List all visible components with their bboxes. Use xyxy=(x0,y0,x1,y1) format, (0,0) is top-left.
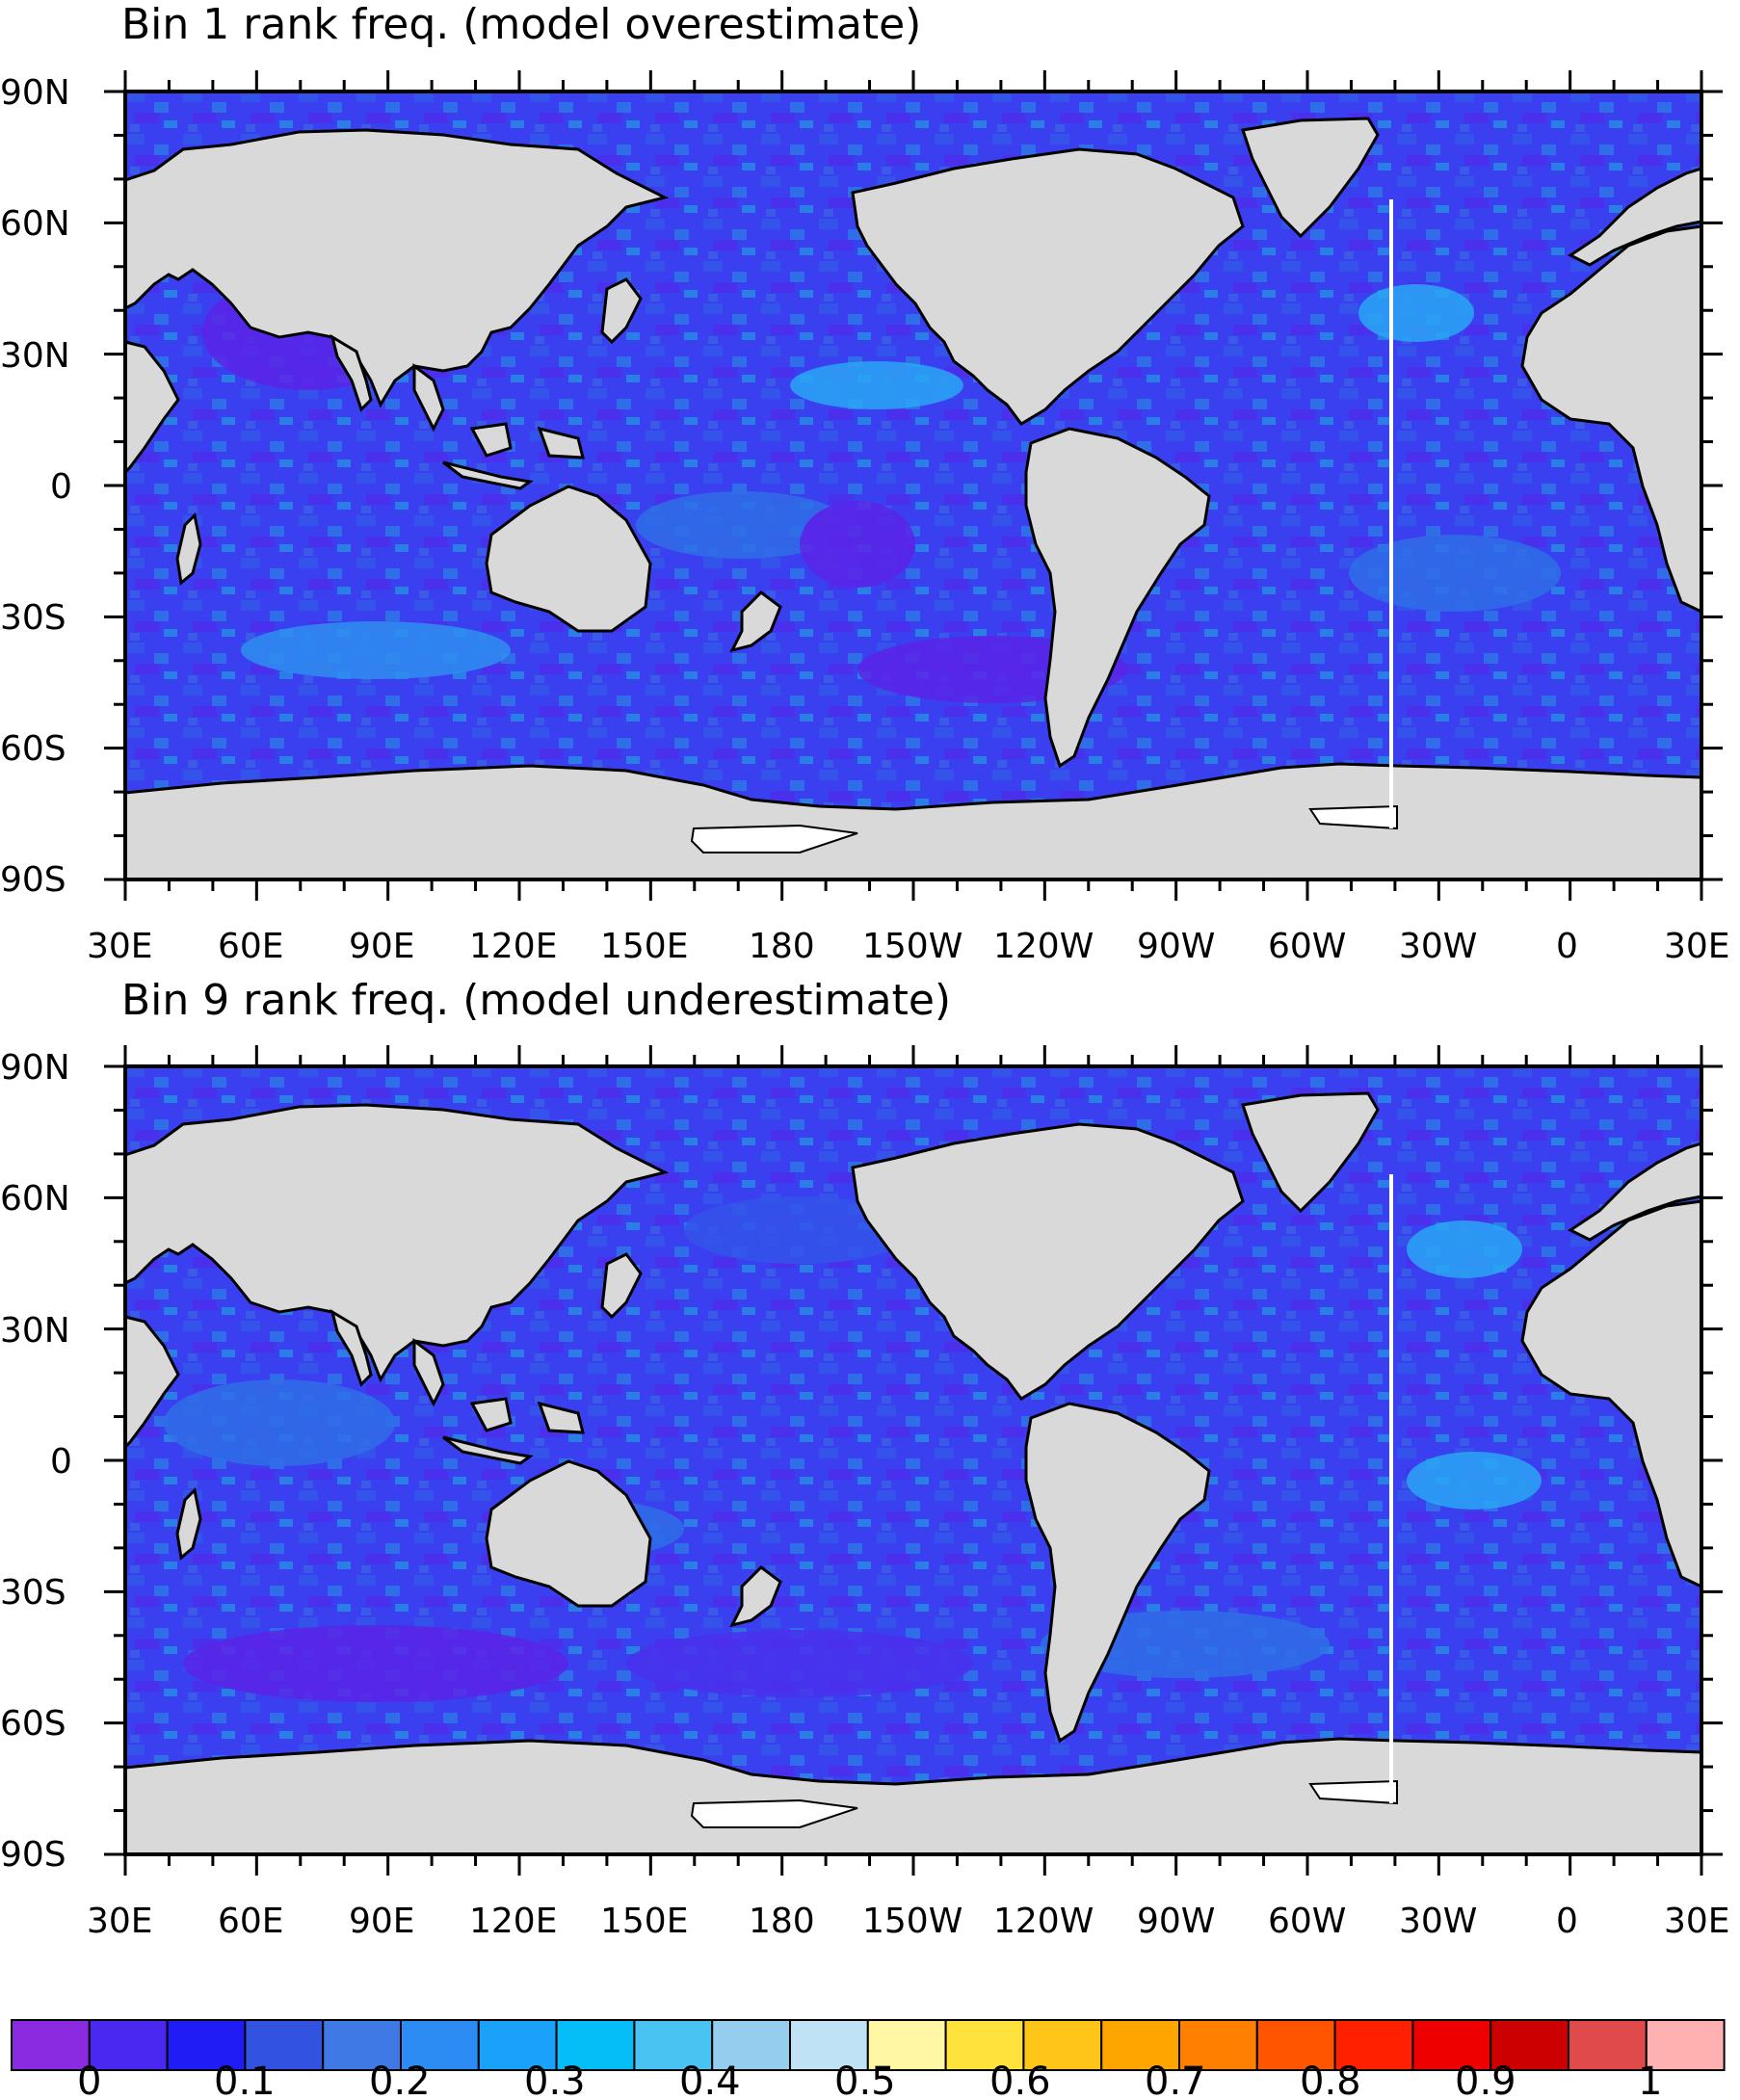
lat-labels: 90N 60N 30N 0 30S 60S 90S xyxy=(0,1048,72,1875)
lat-label: 30N xyxy=(0,1311,70,1351)
lon-label: 90E xyxy=(349,1902,415,1941)
lon-label: 30W xyxy=(1399,1902,1477,1941)
lon-label: 180 xyxy=(749,927,815,966)
lon-label: 90E xyxy=(349,927,415,966)
colorbar-swatch xyxy=(1490,2019,1569,2071)
colorbar-swatch xyxy=(244,2019,325,2071)
colorbar-swatch xyxy=(11,2019,91,2071)
lon-label: 120E xyxy=(469,927,557,966)
colorbar-label: 1 xyxy=(1638,2060,1662,2100)
colorbar-label: 0.7 xyxy=(1145,2060,1206,2100)
map-panel-bin1: Bin 1 rank freq. (model overestimate) xyxy=(0,0,1730,966)
lon-label: 30E xyxy=(1664,1902,1730,1941)
lon-label: 30E xyxy=(87,927,153,966)
lon-label: 30E xyxy=(1664,927,1730,966)
colorbar-swatch xyxy=(633,2019,714,2071)
lon-label: 150W xyxy=(862,927,962,966)
lon-label: 0 xyxy=(1556,1902,1578,1941)
lat-label: 60N xyxy=(0,204,70,244)
colorbar-swatch xyxy=(477,2019,558,2071)
colorbar: 0 0.1 0.2 0.3 0.4 0.5 0.6 0.7 0.8 0.9 1 xyxy=(11,2019,1726,2100)
lat-label: 0 xyxy=(50,467,72,507)
lat-label: 60S xyxy=(0,729,66,769)
ice-shelf xyxy=(690,824,858,853)
colorbar-swatch xyxy=(1645,2019,1726,2071)
ice-shelf xyxy=(1308,804,1398,830)
ticks xyxy=(104,1045,1723,1876)
lon-label: 120E xyxy=(469,1902,557,1941)
lat-label: 90S xyxy=(0,1835,66,1875)
colorbar-label: 0.8 xyxy=(1300,2060,1361,2100)
lon-label: 60W xyxy=(1268,927,1346,966)
panel-title: Bin 9 rank freq. (model underestimate) xyxy=(121,976,951,1025)
lon-label: 30W xyxy=(1399,927,1477,966)
ice-shelf xyxy=(1308,1779,1398,1805)
colorbar-swatch xyxy=(322,2019,403,2071)
lat-label: 30S xyxy=(0,598,66,638)
lon-label: 120W xyxy=(993,1902,1094,1941)
lat-label: 60S xyxy=(0,1704,66,1744)
colorbar-label: 0.9 xyxy=(1455,2060,1516,2100)
lat-label: 60N xyxy=(0,1179,70,1219)
lon-labels: 30E 60E 90E 120E 150E 180 150W 120W 90W … xyxy=(87,1902,1730,1941)
lat-label: 0 xyxy=(50,1442,72,1482)
lon-label: 60E xyxy=(218,1902,284,1941)
colorbar-swatches xyxy=(11,2019,1726,2071)
colorbar-swatch xyxy=(944,2019,1025,2071)
lon-label: 90W xyxy=(1137,1902,1215,1941)
ticks xyxy=(104,70,1723,901)
colorbar-swatch xyxy=(1100,2019,1180,2071)
colorbar-swatch xyxy=(1333,2019,1414,2071)
lat-label: 90N xyxy=(0,73,70,113)
colorbar-swatch xyxy=(400,2019,480,2071)
colorbar-swatch xyxy=(711,2019,792,2071)
colorbar-labels: 0 0.1 0.2 0.3 0.4 0.5 0.6 0.7 0.8 0.9 1 xyxy=(77,2060,1662,2100)
panel-title: Bin 1 rank freq. (model overestimate) xyxy=(121,0,921,49)
colorbar-swatch xyxy=(555,2019,636,2071)
colorbar-label: 0.6 xyxy=(989,2060,1051,2100)
colorbar-label: 0.5 xyxy=(834,2060,896,2100)
colorbar-label: 0.2 xyxy=(369,2060,431,2100)
colorbar-label: 0.1 xyxy=(214,2060,276,2100)
colorbar-label: 0 xyxy=(77,2060,101,2100)
lat-label: 30N xyxy=(0,336,70,376)
lon-label: 150W xyxy=(862,1902,962,1941)
lon-label: 120W xyxy=(993,927,1094,966)
lon-label: 150E xyxy=(600,1902,688,1941)
ice-shelf xyxy=(690,1798,858,1828)
colorbar-swatch xyxy=(1568,2019,1648,2071)
lon-label: 90W xyxy=(1137,927,1215,966)
lon-label: 60W xyxy=(1268,1902,1346,1941)
colorbar-swatch xyxy=(1255,2019,1336,2071)
map-panel-bin9: Bin 9 rank freq. (model underestimate) xyxy=(0,976,1730,1941)
lon-label: 60E xyxy=(218,927,284,966)
colorbar-label: 0.4 xyxy=(679,2060,741,2100)
lon-label: 180 xyxy=(749,1902,815,1941)
lon-label: 30E xyxy=(87,1902,153,1941)
lon-label: 0 xyxy=(1556,927,1578,966)
colorbar-swatch xyxy=(866,2019,947,2071)
lon-labels: 30E 60E 90E 120E 150E 180 150W 120W 90W … xyxy=(87,927,1730,966)
lon-label: 150E xyxy=(600,927,688,966)
lat-label: 90N xyxy=(0,1048,70,1088)
lat-labels: 90N 60N 30N 0 30S 60S 90S xyxy=(0,73,72,900)
lat-label: 90S xyxy=(0,860,66,900)
lat-label: 30S xyxy=(0,1573,66,1613)
colorbar-swatch xyxy=(1178,2019,1258,2071)
colorbar-label: 0.3 xyxy=(524,2060,586,2100)
